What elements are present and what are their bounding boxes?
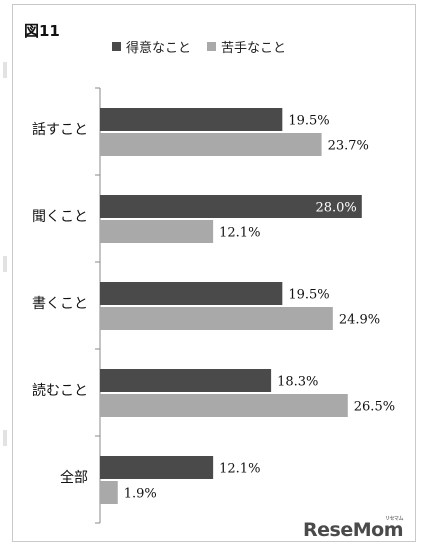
data-label: 12.1%: [219, 462, 260, 477]
category-label: 聞くこと: [32, 209, 88, 225]
category-label: 読むこと: [32, 382, 88, 399]
data-label: 19.5%: [288, 114, 329, 129]
bar-good: [100, 456, 214, 479]
category-label: 全部: [60, 469, 88, 486]
legend-swatch-bad: [207, 42, 217, 51]
data-label: 12.1%: [219, 226, 260, 241]
figure-label: 図11: [24, 22, 60, 40]
chart-frame: [12, 4, 416, 542]
legend-label-good: 得意なこと: [126, 41, 192, 56]
bar-good: [100, 108, 283, 131]
legend: 得意なこと 苦手なこと: [112, 37, 286, 56]
bar-bad: [100, 133, 322, 156]
category-label: 書くこと: [32, 296, 88, 312]
legend-item-good: 得意なこと: [112, 37, 191, 56]
data-label: 23.7%: [328, 139, 369, 154]
data-label: 28.0%: [315, 201, 356, 216]
bar-good: [100, 282, 283, 305]
data-label: 18.3%: [277, 375, 318, 390]
legend-item-bad: 苦手なこと: [207, 37, 286, 56]
data-label: 26.5%: [354, 400, 395, 415]
watermark-text: ReseMom: [303, 519, 403, 541]
bar-bad: [100, 394, 348, 417]
category-label: 話すこと: [32, 121, 88, 138]
watermark-sub: リセマム: [384, 516, 404, 522]
data-label: 1.9%: [124, 487, 157, 502]
data-label: 24.9%: [339, 313, 380, 328]
legend-label-bad: 苦手なこと: [221, 41, 287, 56]
bar-good: [100, 195, 362, 218]
bar-good: [100, 369, 272, 392]
bar-bad: [100, 220, 214, 243]
side-mark: [3, 256, 7, 272]
bar-bad: [100, 481, 118, 504]
side-mark: [3, 62, 7, 78]
resemom-logo: ReseMom リセマム: [303, 516, 403, 541]
legend-swatch-good: [112, 42, 121, 51]
bar-bad: [100, 307, 333, 330]
data-label: 19.5%: [288, 288, 329, 303]
side-mark: [3, 430, 7, 446]
